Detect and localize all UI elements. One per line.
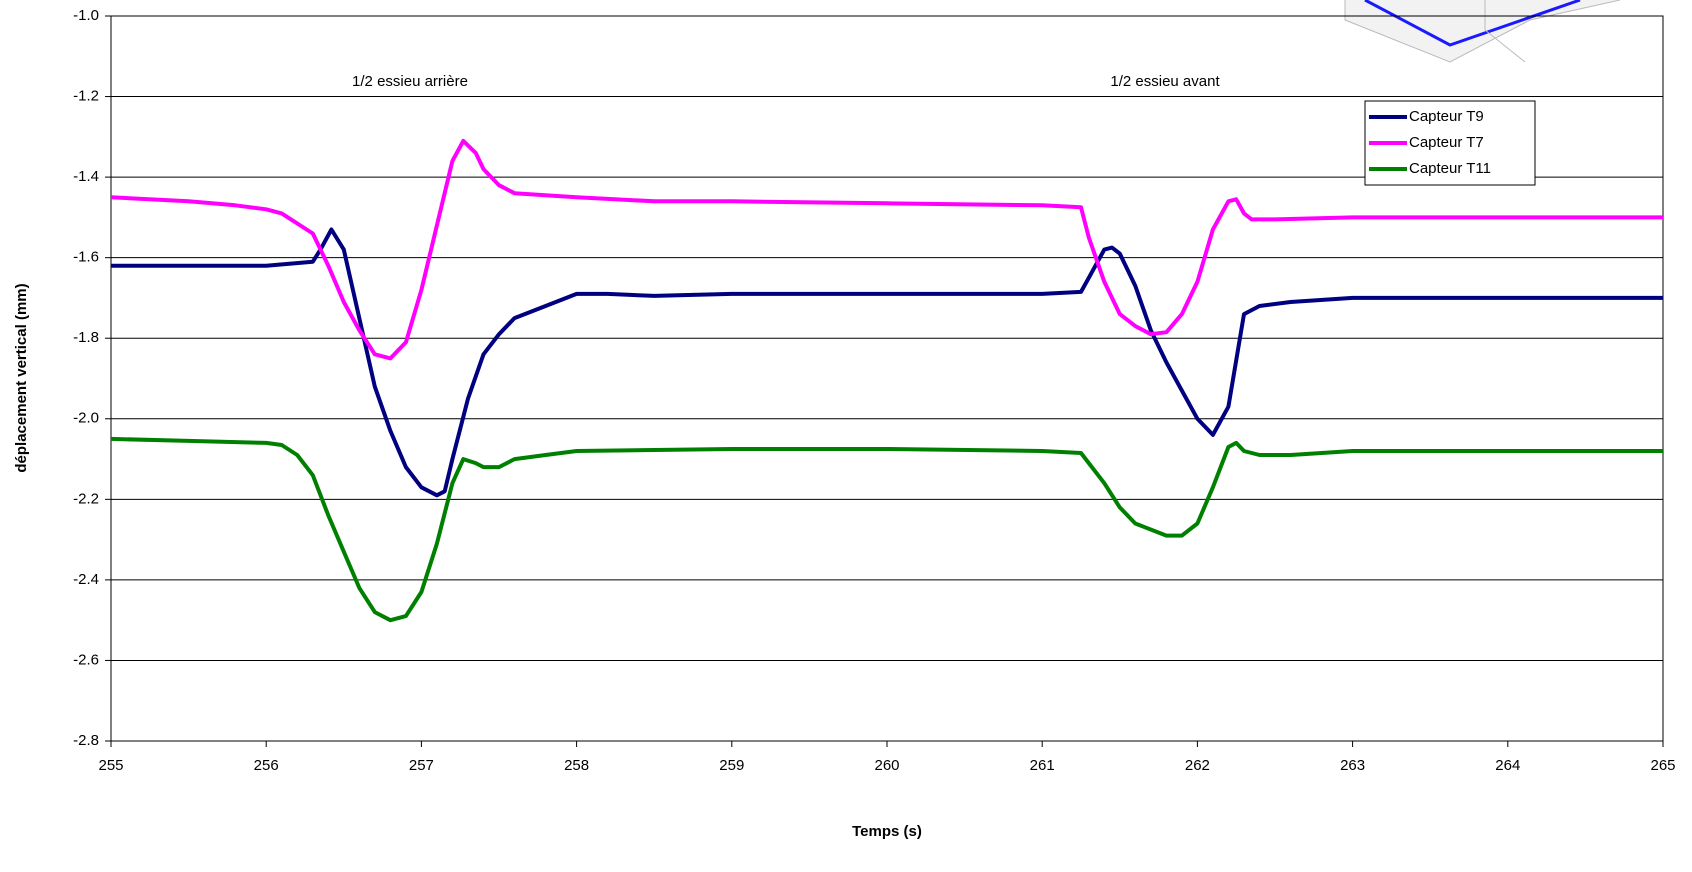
legend-label: Capteur T9: [1409, 108, 1484, 125]
y-tick-label: -2.8: [73, 732, 99, 749]
annotation: 1/2 essieu avant: [1110, 73, 1220, 90]
x-tick-label: 259: [719, 757, 744, 774]
x-tick-label: 258: [564, 757, 589, 774]
x-tick-label: 261: [1030, 757, 1055, 774]
y-tick-label: -1.6: [73, 249, 99, 266]
page: déplacement vertical (mm) Temps (s) -2.8…: [0, 0, 1692, 872]
y-tick-label: -2.0: [73, 410, 99, 427]
x-tick-label: 264: [1495, 757, 1520, 774]
y-tick-label: -2.2: [73, 490, 99, 507]
y-tick-label: -1.0: [73, 7, 99, 24]
x-tick-label: 256: [254, 757, 279, 774]
x-tick-label: 260: [874, 757, 899, 774]
decoration: [1345, 0, 1620, 62]
legend-label: Capteur T11: [1409, 160, 1491, 177]
legend-label: Capteur T7: [1409, 134, 1484, 151]
y-tick-label: -2.4: [73, 571, 99, 588]
series-line: [111, 230, 1663, 496]
x-tick-label: 255: [98, 757, 123, 774]
chart: déplacement vertical (mm) Temps (s) -2.8…: [0, 0, 1692, 872]
annotation: 1/2 essieu arrière: [352, 73, 468, 90]
x-tick-label: 263: [1340, 757, 1365, 774]
y-tick-label: -2.6: [73, 651, 99, 668]
y-tick-label: -1.8: [73, 329, 99, 346]
series-line: [111, 439, 1663, 620]
y-axis-title: déplacement vertical (mm): [13, 283, 30, 472]
y-tick-label: -1.4: [73, 168, 99, 185]
x-axis-title: Temps (s): [852, 823, 922, 840]
x-tick-label: 265: [1650, 757, 1675, 774]
x-tick-label: 262: [1185, 757, 1210, 774]
x-tick-label: 257: [409, 757, 434, 774]
y-tick-label: -1.2: [73, 88, 99, 105]
